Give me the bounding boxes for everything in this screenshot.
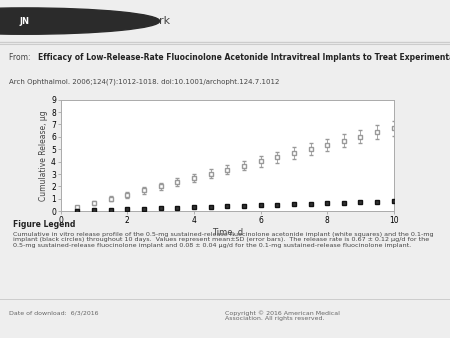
Text: Copyright © 2016 American Medical
Association. All rights reserved.: Copyright © 2016 American Medical Associ… [225,310,340,321]
Text: From:: From: [9,53,35,63]
Text: The: The [58,16,83,26]
Text: Efficacy of Low-Release-Rate Fluocinolone Acetonide Intravitreal Implants to Tre: Efficacy of Low-Release-Rate Fluocinolon… [38,53,450,63]
Text: Network: Network [120,16,170,26]
X-axis label: Time, d: Time, d [212,228,243,237]
Circle shape [0,8,160,34]
Text: Figure Legend: Figure Legend [14,220,76,229]
Text: Cumulative in vitro release profile of the 0.5-mg sustained-release fluocinolone: Cumulative in vitro release profile of t… [14,232,434,248]
Text: Date of download:  6/3/2016: Date of download: 6/3/2016 [9,310,99,315]
Y-axis label: Cumulative Release, μg: Cumulative Release, μg [39,110,48,201]
Text: JAMA: JAMA [88,16,120,26]
Text: Arch Ophthalmol. 2006;124(7):1012-1018. doi:10.1001/archopht.124.7.1012: Arch Ophthalmol. 2006;124(7):1012-1018. … [9,78,279,84]
Text: JN: JN [20,17,30,26]
